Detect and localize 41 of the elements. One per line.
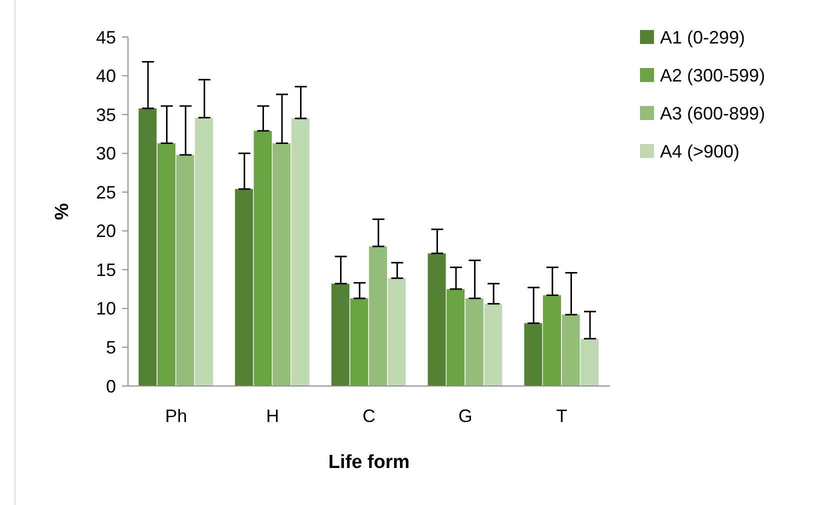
bar xyxy=(428,253,446,386)
bar xyxy=(388,278,406,386)
bar xyxy=(331,284,350,386)
bar xyxy=(562,314,580,386)
y-tick-label: 45 xyxy=(96,27,116,48)
legend-label: A2 (300-599) xyxy=(660,65,766,86)
legend-label: A1 (0-299) xyxy=(660,27,746,48)
bar xyxy=(195,118,213,386)
y-tick-label: 15 xyxy=(96,260,116,280)
y-tick-label: 20 xyxy=(96,221,116,242)
x-tick-label: Ph xyxy=(165,406,188,426)
bar xyxy=(369,246,387,386)
y-tick-label: 40 xyxy=(96,66,116,86)
x-tick-label: T xyxy=(556,406,568,426)
x-tick-label: C xyxy=(362,406,376,426)
bar xyxy=(580,338,599,386)
x-tick-label: H xyxy=(266,406,280,426)
y-tick-label: 30 xyxy=(96,144,116,164)
y-axis-title: % xyxy=(52,202,73,220)
bar xyxy=(254,130,272,386)
x-tick-label: G xyxy=(458,406,472,426)
y-tick-label: 10 xyxy=(96,298,116,319)
bar xyxy=(446,289,465,386)
bar xyxy=(235,189,253,386)
bar xyxy=(176,154,194,386)
y-tick-label: 0 xyxy=(106,376,116,396)
legend-label: A3 (600-899) xyxy=(660,103,766,124)
y-tick-label: 25 xyxy=(96,182,116,202)
bar xyxy=(291,118,310,386)
bar xyxy=(272,143,291,386)
bar xyxy=(543,295,561,386)
bar xyxy=(465,298,484,386)
y-tick-label: 35 xyxy=(96,104,116,125)
legend-label: A4 (>900) xyxy=(660,141,740,162)
bar xyxy=(138,108,157,386)
bar xyxy=(524,323,542,386)
bar xyxy=(350,298,368,386)
x-axis-title: Life form xyxy=(328,452,410,473)
bar xyxy=(484,304,502,386)
bar xyxy=(157,143,176,386)
y-tick-label: 5 xyxy=(106,338,116,358)
